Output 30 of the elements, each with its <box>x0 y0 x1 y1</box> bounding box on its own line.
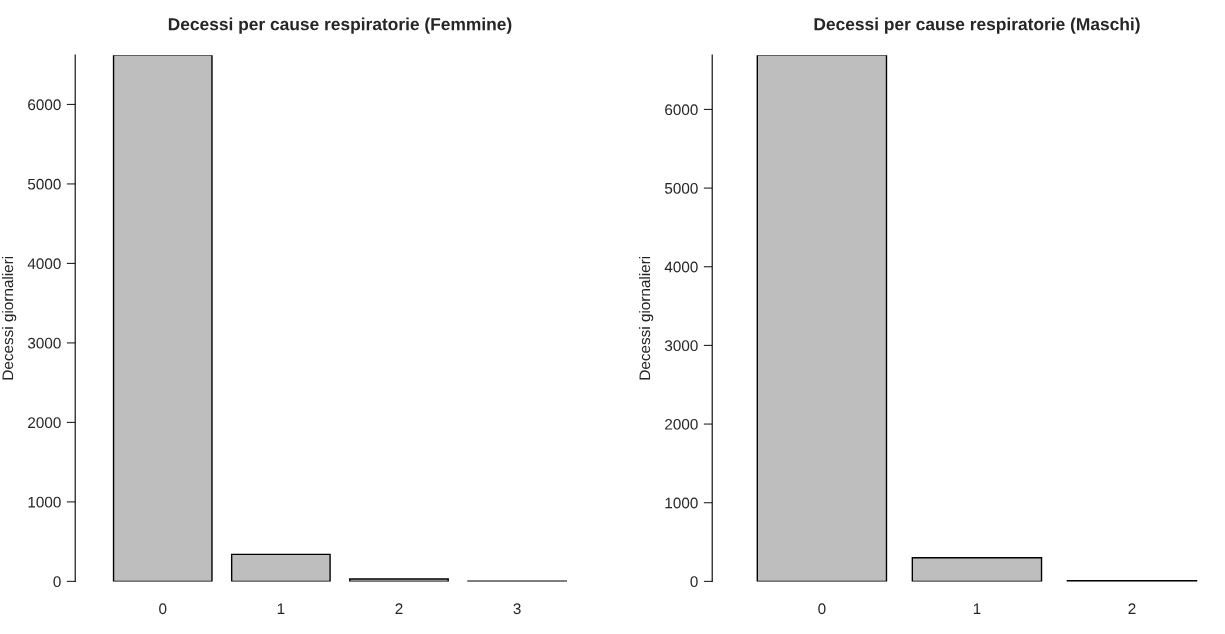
x-tick-label: 1 <box>277 603 285 614</box>
y-tick-label: 0 <box>53 576 61 588</box>
y-axis-title: Decessi giornalieri <box>1 256 17 380</box>
x-tick-label: 0 <box>159 603 167 615</box>
y-tick-label: 3000 <box>27 337 61 349</box>
y-tick-label: 4000 <box>664 261 698 273</box>
chart-title: Decessi per cause respiratorie (Maschi) <box>814 17 1140 34</box>
y-tick-label: 2000 <box>28 417 61 429</box>
x-tick-label: 0 <box>818 603 826 615</box>
bar <box>911 557 1043 582</box>
y-tick-label: 5000 <box>27 178 61 190</box>
y-tick-label: 0 <box>690 576 698 588</box>
y-tick-label: 6000 <box>665 104 698 116</box>
x-tick-label: 1 <box>973 603 981 614</box>
x-tick-label: 3 <box>513 603 521 615</box>
bar <box>349 578 449 582</box>
bar <box>230 553 331 582</box>
bar <box>756 55 888 582</box>
y-tick-label: 2000 <box>665 418 698 430</box>
y-tick-label: 6000 <box>28 99 61 111</box>
x-tick-label: 2 <box>1128 603 1136 614</box>
y-tick-label: 3000 <box>664 340 698 352</box>
y-axis-title: Decessi giornalieri <box>638 256 654 380</box>
y-tick-label: 1000 <box>28 496 61 508</box>
y-tick-label: 4000 <box>27 258 61 270</box>
bar <box>112 55 213 582</box>
y-tick-label: 5000 <box>664 182 698 194</box>
chart-title: Decessi per cause respiratorie (Femmine) <box>168 17 512 34</box>
x-tick-label: 2 <box>395 603 403 614</box>
y-tick-label: 1000 <box>665 497 698 509</box>
